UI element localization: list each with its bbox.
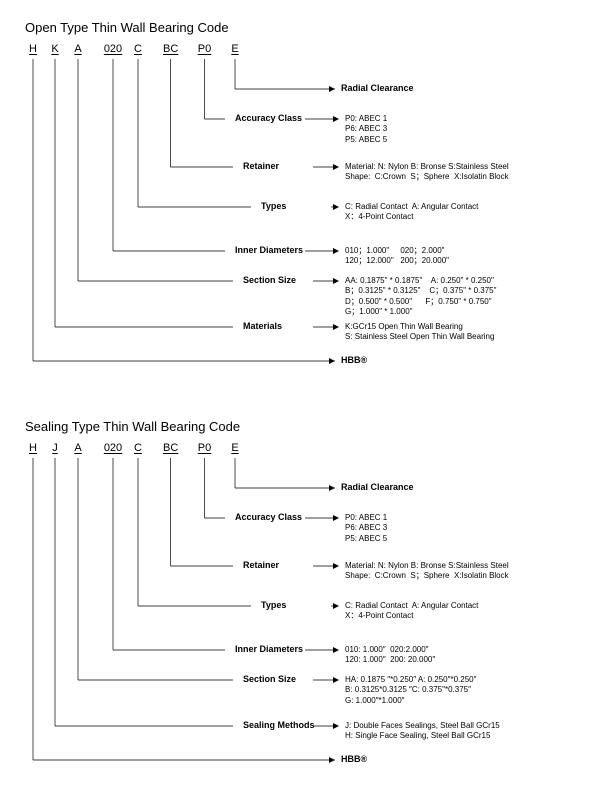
attr-title: Sealing Methods [243, 720, 315, 730]
code-segment: H [28, 442, 38, 454]
attr-title: Inner Diameters [235, 245, 303, 255]
code-segment: H [28, 43, 38, 55]
code-segment: J [50, 442, 60, 454]
code-segment: 020 [103, 442, 123, 454]
code-row-1: HK A 020 C BC P0 E [25, 43, 580, 59]
code-row-2: HJ A 020 C BC P0 E [25, 442, 580, 458]
attr-title: Materials [243, 321, 282, 331]
attr-title: Radial Clearance [341, 482, 414, 492]
code-segment: K [50, 43, 60, 55]
attr-title: Accuracy Class [235, 512, 302, 522]
open-type-section: Open Type Thin Wall Bearing Code HK A 020 C… [25, 20, 580, 379]
diagram-1: Radial Clearance Accuracy Class P0: ABEC 1… [25, 59, 580, 379]
attr-description: Material: N: Nylon B: Bronse S:Stainless… [345, 162, 575, 183]
attr-title: Inner Diameters [235, 644, 303, 654]
attr-description: 010；1.000" 020；2.000" 120；12.000" 200；20… [345, 246, 575, 267]
diagram-2: Radial Clearance Accuracy Class P0: ABEC 1… [25, 458, 580, 778]
section-title-2: Sealing Type Thin Wall Bearing Code [25, 419, 580, 434]
attr-title: Radial Clearance [341, 83, 414, 93]
attr-description: HA: 0.1875 ″*0.250″ A: 0.250″*0.250″ B: … [345, 675, 575, 706]
code-segment: A [73, 442, 83, 454]
code-segment: BC [163, 43, 178, 55]
attr-title: Section Size [243, 275, 296, 285]
code-segment: E [230, 43, 240, 55]
attr-description: AA: 0.1875" * 0.1875" A: 0.250" * 0.250"… [345, 276, 575, 318]
attr-description: C: Radial Contact A: Angular Contact X：4… [345, 202, 575, 223]
attr-description: 010: 1.000″ 020:2.000″ 120: 1.000″ 200: … [345, 645, 575, 666]
code-segment: P0 [197, 442, 212, 454]
code-segment: P0 [197, 43, 212, 55]
attr-description: C: Radial Contact A: Angular Contact X：4… [345, 601, 575, 622]
code-segment: C [133, 442, 143, 454]
code-segment: BC [163, 442, 178, 454]
attr-title: Retainer [243, 161, 279, 171]
attr-title: Types [261, 201, 286, 211]
attr-title: HBB® [341, 355, 367, 365]
attr-title: Section Size [243, 674, 296, 684]
code-segment: A [73, 43, 83, 55]
code-segment: 020 [103, 43, 123, 55]
code-segment: C [133, 43, 143, 55]
attr-title: Types [261, 600, 286, 610]
sealing-type-section: Sealing Type Thin Wall Bearing Code HJ A 0… [25, 419, 580, 778]
attr-title: HBB® [341, 754, 367, 764]
code-segment: E [230, 442, 240, 454]
attr-description: J: Double Faces Sealings, Steel Ball GCr… [345, 721, 575, 742]
attr-description: K:GCr15 Open Thin Wall Bearing S: Stainl… [345, 322, 575, 343]
attr-description: P0: ABEC 1 P6: ABEC 3 P5: ABEC 5 [345, 513, 575, 544]
attr-description: P0: ABEC 1 P6: ABEC 3 P5: ABEC 5 [345, 114, 575, 145]
attr-title: Retainer [243, 560, 279, 570]
attr-title: Accuracy Class [235, 113, 302, 123]
attr-description: Material: N: Nylon B: Bronse S:Stainless… [345, 561, 575, 582]
section-title: Open Type Thin Wall Bearing Code [25, 20, 580, 35]
